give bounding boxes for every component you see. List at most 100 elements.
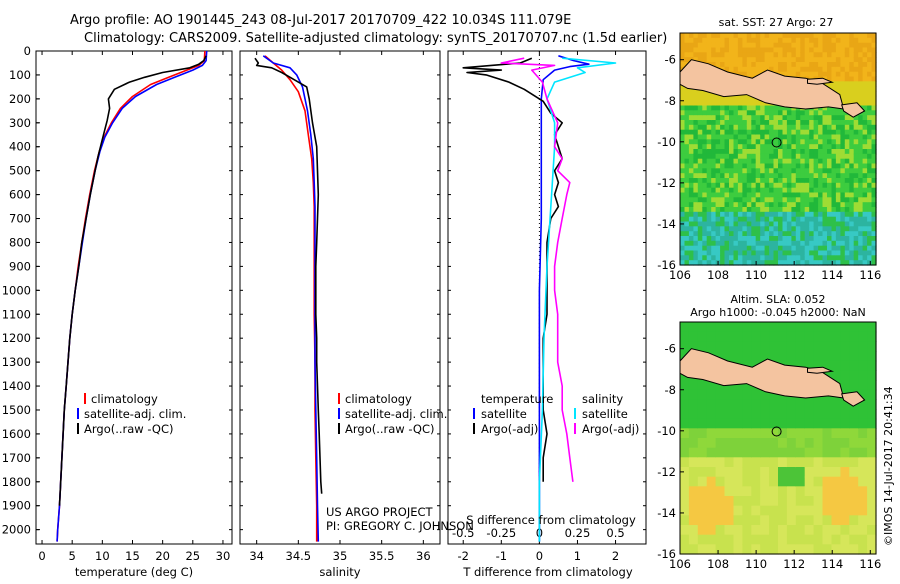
sst-cell <box>782 115 788 121</box>
sla-cell <box>688 457 699 468</box>
sst-cell <box>680 149 686 155</box>
sst-cell <box>822 120 828 126</box>
sst-cell <box>720 52 726 58</box>
sst-cell <box>871 100 877 107</box>
sst-cell <box>755 250 761 256</box>
sst-cell <box>809 120 815 126</box>
sla-cell <box>751 515 761 526</box>
sst-cell <box>746 187 752 194</box>
sst-cell <box>697 129 703 136</box>
sst-cell <box>818 42 824 49</box>
sst-cell <box>755 221 761 227</box>
sst-cell <box>724 226 730 232</box>
sst-cell <box>827 202 833 208</box>
sst-cell <box>733 120 739 126</box>
sst-cell <box>844 134 850 140</box>
sst-cell <box>684 100 690 107</box>
sst-cell <box>729 33 735 39</box>
sst-cell <box>746 236 752 242</box>
sst-cell <box>871 192 877 198</box>
sst-cell <box>840 226 846 232</box>
sst-cell <box>706 115 712 121</box>
sst-cell <box>778 216 784 223</box>
sst-cell <box>822 221 828 227</box>
sla-cell <box>706 515 717 526</box>
sst-cell <box>684 173 690 179</box>
sst-cell <box>742 153 748 160</box>
sla-cell <box>867 496 877 507</box>
sst-cell <box>715 226 721 232</box>
depth-tick-label: 1600 <box>2 427 31 441</box>
sst-cell <box>782 236 788 242</box>
sst-cell <box>853 71 859 78</box>
sla-cell <box>867 351 877 362</box>
legend-label: Argo(-adj) <box>582 422 639 436</box>
sst-cell <box>840 91 846 97</box>
sst-cell <box>746 57 752 63</box>
sst-cell <box>840 207 846 213</box>
sst-cell <box>773 105 779 111</box>
sla-cell <box>867 476 877 487</box>
sst-cell <box>782 144 788 150</box>
sla-cell <box>822 515 832 526</box>
sst-cell <box>831 187 837 194</box>
sla-cell <box>813 360 824 371</box>
sla-cell <box>840 370 850 381</box>
sla-cell <box>715 496 726 507</box>
sla-cell <box>733 409 743 420</box>
sst-cell <box>853 168 859 174</box>
sst-cell <box>778 182 784 189</box>
sst-cell <box>724 216 730 223</box>
sst-cell <box>813 33 819 39</box>
sla-cell <box>867 505 877 516</box>
sla-cell <box>813 351 824 362</box>
sst-cell <box>827 192 833 198</box>
title-line-2: Climatology: CARS2009. Satellite-adjuste… <box>84 31 667 46</box>
sst-cell <box>871 134 877 140</box>
salinity-legend: climatology satellite-adj. clim. Argo(..… <box>338 392 447 436</box>
sst-cell <box>827 153 833 160</box>
sla-cell <box>769 534 779 545</box>
sla-cell <box>786 438 797 449</box>
sst-cell <box>751 120 757 126</box>
legend-heading-temperature: temperature <box>481 392 553 406</box>
lat-tick-label: -14 <box>657 217 676 231</box>
sst-cell <box>804 144 810 150</box>
sla-cell <box>831 515 841 526</box>
sst-cell <box>680 260 686 266</box>
sst-cell <box>729 139 735 145</box>
sst-cell <box>751 211 757 218</box>
sla-cell <box>822 525 832 536</box>
sla-cell <box>849 331 859 342</box>
sst-cell <box>867 47 873 53</box>
depth-tick-label: 100 <box>9 68 31 82</box>
sst-cell <box>729 236 735 242</box>
sst-cell <box>858 211 864 218</box>
sst-cell <box>853 236 859 242</box>
sst-cell <box>760 173 766 179</box>
sst-cell <box>778 178 784 184</box>
sst-cell <box>724 250 730 256</box>
sst-cell <box>684 182 690 189</box>
sst-cell <box>733 178 739 184</box>
sst-cell <box>729 226 735 232</box>
sst-cell <box>849 144 855 150</box>
sst-cell <box>778 42 784 49</box>
sst-cell <box>791 52 797 58</box>
sst-cell <box>688 168 694 174</box>
sst-cell <box>809 260 815 266</box>
sla-cell <box>688 399 699 410</box>
sla-cell <box>858 409 868 420</box>
sst-cell <box>688 163 694 169</box>
sst-cell <box>871 153 877 160</box>
sla-cell <box>822 360 832 371</box>
sst-cell <box>795 231 801 237</box>
sst-cell <box>720 221 726 227</box>
sst-cell <box>791 231 797 237</box>
sst-cell <box>746 100 752 107</box>
sla-cell <box>786 467 797 478</box>
sst-cell <box>688 221 694 227</box>
sla-cell <box>813 438 824 449</box>
sst-cell <box>711 182 717 189</box>
sla-cell <box>831 341 841 352</box>
